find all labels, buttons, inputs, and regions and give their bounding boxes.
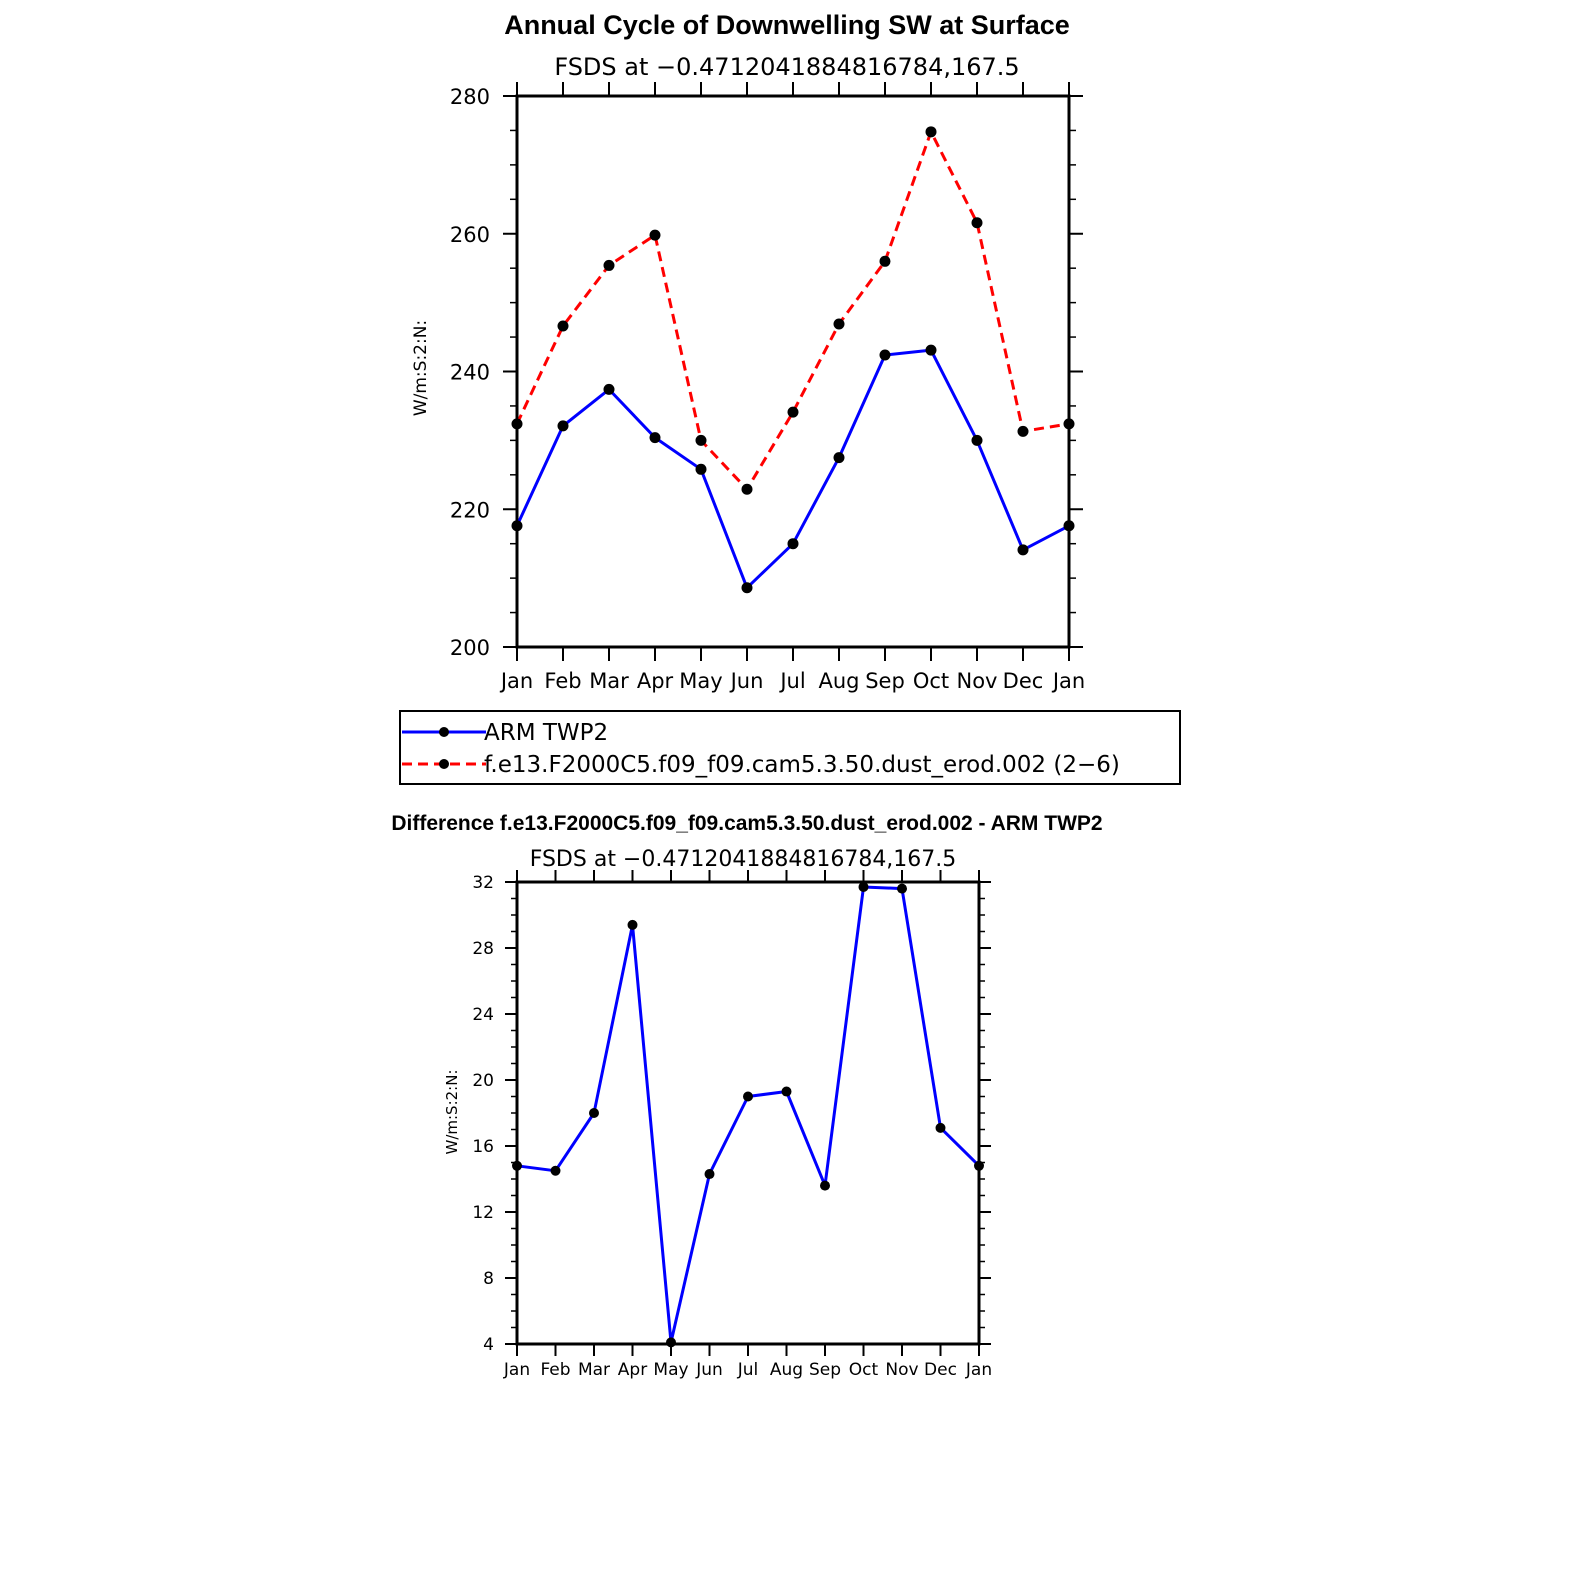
panel1-x-tick-label: Jun <box>729 669 764 693</box>
panel2-series-1-point <box>974 1160 984 1171</box>
panel1-series-2-line <box>515 130 1070 491</box>
panel2-y-tick-label: 4 <box>483 1335 494 1355</box>
panel1-x-tick-label: Feb <box>544 669 581 693</box>
legend-box <box>399 710 1181 785</box>
panel1-y-tick-label: 240 <box>450 361 490 385</box>
panel2-x-tick-label: Jan <box>965 1360 992 1380</box>
panel1-y-tick-label: 260 <box>450 223 490 247</box>
panel1-series-2-point <box>695 434 707 446</box>
panel1-series-1-point <box>603 383 615 395</box>
panel1-title: Annual Cycle of Downwelling SW at Surfac… <box>504 10 1070 40</box>
panel1-series-2-point <box>833 318 845 330</box>
panel1-series-1-point <box>557 420 569 432</box>
panel2-x-tick-label: Feb <box>540 1360 570 1380</box>
panel1-series-1-point <box>511 520 523 532</box>
panel1-plot-frame <box>515 94 1071 649</box>
panel2-x-tick-label: May <box>653 1360 688 1380</box>
panel2-x-tick-label: Jul <box>737 1360 759 1380</box>
panel1-x-tick-label: Oct <box>913 669 949 693</box>
panel2-series-1-point <box>820 1180 830 1191</box>
panel2-x-tick-label: Nov <box>885 1360 918 1380</box>
panel1-y-tick-label: 280 <box>450 85 490 109</box>
panel2-y-tick-label: 24 <box>472 1005 494 1025</box>
panel1-series-1-point <box>879 349 891 361</box>
panel2-x-tick-label: Dec <box>924 1360 957 1380</box>
panel2-x-tick-label: Oct <box>849 1360 879 1380</box>
panel2-series-1-point <box>858 881 869 892</box>
panel1-y-axis-label: W/m:S:2:N: <box>411 320 431 416</box>
panel1-series-1-point <box>695 463 707 475</box>
panel2-series-1-point <box>627 919 638 930</box>
panel1-series-2-point <box>511 418 523 430</box>
panel2-plot: Jan Feb Mar Apr May Jun Jul Aug Sep Oct Nov Dec Jan 4… <box>472 870 992 1380</box>
legend-label-series-1: ARM TWP2 <box>484 720 608 746</box>
panel2-series-1-point <box>935 1122 946 1133</box>
panel1-y-tick-label: 200 <box>450 636 490 660</box>
panel1-x-tick-label: Jul <box>778 669 805 693</box>
panel2-x-tick-label: Apr <box>618 1360 647 1380</box>
panel2-y-tick-label: 28 <box>472 939 494 959</box>
panel2-x-tick-label: Aug <box>770 1360 803 1380</box>
panel1-x-tick-label: Nov <box>957 669 998 693</box>
panel1-series-2-point <box>557 320 569 332</box>
panel2-series-1-point <box>589 1108 599 1118</box>
panel1-series-1-line <box>515 348 1070 590</box>
panel1-series-2-point <box>787 406 799 418</box>
panel2-x-tick-label: Jun <box>695 1360 723 1380</box>
panel2-title: Difference f.e13.F2000C5.f09_f09.cam5.3.… <box>391 812 1102 835</box>
panel2-series-1-point <box>512 1160 522 1171</box>
panel1-x-tick-label: Dec <box>1003 669 1044 693</box>
panel1-series-1-point <box>971 434 983 446</box>
panel1-series-1-point <box>649 432 661 444</box>
panel1-y-tick-label: 220 <box>450 498 490 522</box>
panel2-x-tick-label: Jan <box>503 1360 530 1380</box>
panel1-x-tick-label: Aug <box>818 669 859 693</box>
panel1-series-1-point <box>925 344 937 356</box>
legend: ARM TWP2 f.e13.F2000C5.f09_f09.cam5.3.50… <box>399 710 1181 785</box>
panel1-series-2-point <box>741 483 753 495</box>
panel2-series-1-point <box>550 1165 561 1176</box>
panel1-series-2-point <box>971 217 983 229</box>
panel1-series-2-point <box>603 259 615 271</box>
panel2-y-axis-label: W/m:S:2:N: <box>443 1070 461 1155</box>
panel2-series-1-point <box>781 1086 792 1097</box>
panel2-y-tick-label: 12 <box>472 1203 494 1223</box>
legend-label-series-2: f.e13.F2000C5.f09_f09.cam5.3.50.dust_ero… <box>484 752 1120 778</box>
panel2-series-1-point <box>897 883 907 894</box>
panel2-plot-frame <box>515 880 981 1346</box>
panel2-subtitle: FSDS at −0.4712041884816784,167.5 <box>530 847 957 872</box>
panel1-series-1-point <box>1063 520 1075 532</box>
panel1-series-2-point <box>1063 418 1075 430</box>
panel2-y-tick-label: 20 <box>472 1071 494 1091</box>
panel1-series-1-point <box>1017 544 1029 556</box>
panel2-series-1-line <box>516 885 981 1344</box>
panel2-series-1-point <box>666 1337 676 1348</box>
panel1-series-1-point <box>741 582 753 594</box>
panel2-y-tick-label: 8 <box>483 1269 494 1289</box>
panel1-x-tick-label: Jan <box>1051 669 1085 693</box>
panel2-y-tick-label: 32 <box>472 873 494 893</box>
panel1-x-tick-label: Apr <box>637 669 674 693</box>
panel1-series-2-point <box>1017 425 1029 437</box>
panel1-x-tick-label: Mar <box>589 669 629 693</box>
panel2-series-1-point <box>704 1169 715 1180</box>
panel1-x-tick-label: Sep <box>865 669 905 693</box>
panel1-series-2-point <box>879 255 891 267</box>
panel2-y-tick-label: 16 <box>472 1137 494 1157</box>
panel2-x-tick-label: Mar <box>578 1360 610 1380</box>
panel1-series-1-point <box>787 538 799 550</box>
panel2-series-1-point <box>743 1091 753 1102</box>
panel1-series-1-point <box>833 452 845 464</box>
panel1-subtitle: FSDS at −0.4712041884816784,167.5 <box>554 53 1019 81</box>
panel1-plot: Jan Feb Mar Apr May Jun Jul Aug Sep Oct Nov Dec Jan 2… <box>450 82 1085 693</box>
panel1-series-2-point <box>649 229 661 241</box>
legend-marker-series-1 <box>439 727 449 737</box>
panel2-x-tick-label: Sep <box>809 1360 841 1380</box>
panel1-x-tick-label: May <box>679 669 722 693</box>
legend-marker-series-2 <box>439 759 449 769</box>
panel1-x-tick-label: Jan <box>499 669 533 693</box>
panel1-series-2-point <box>925 126 937 138</box>
